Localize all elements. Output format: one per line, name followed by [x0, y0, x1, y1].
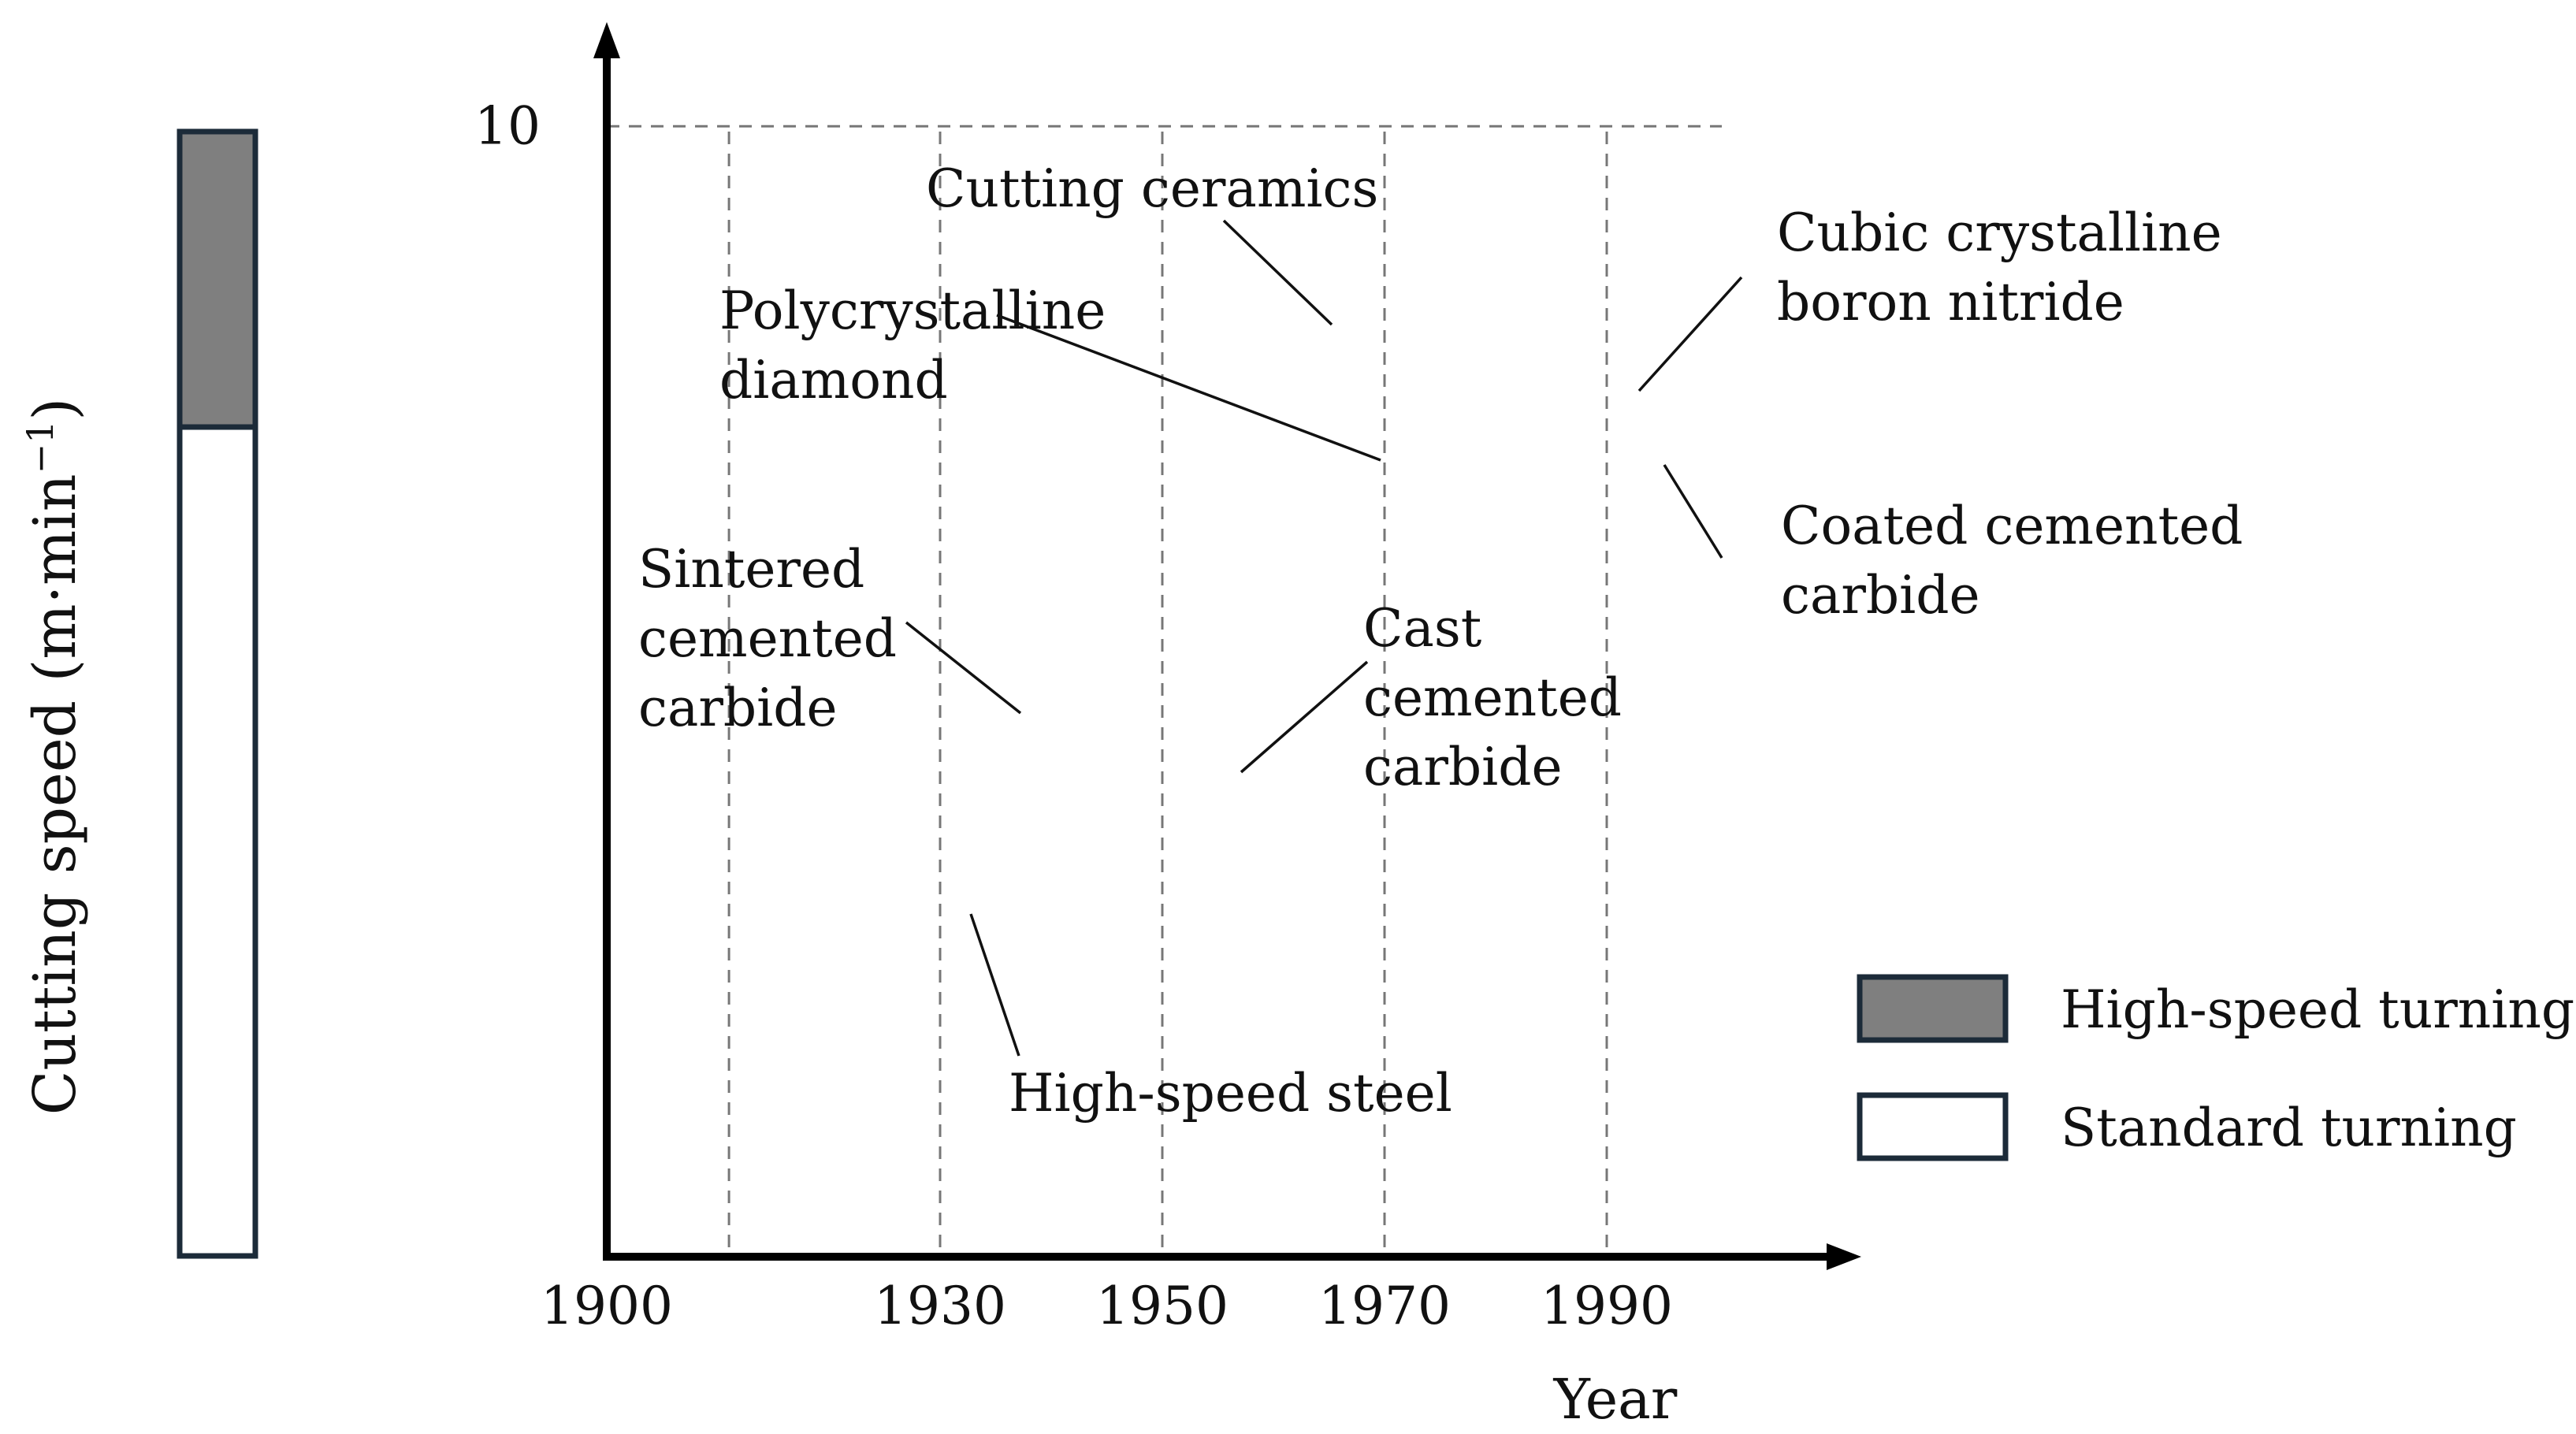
- annotation-high-speed-steel: High-speed steel: [1009, 1063, 1452, 1124]
- leader-sintered-cemented-carbide: [905, 621, 1022, 715]
- legend: High-speed turning Standard turning: [1857, 974, 2574, 1161]
- x-tick-label: 1990: [1541, 1276, 1673, 1336]
- leader-polycrystalline-diamond: [996, 314, 1381, 462]
- y-tick-label: 10: [474, 95, 541, 156]
- legend-label-high-speed-turning: High-speed turning: [2061, 979, 2574, 1040]
- annotations: Cutting ceramics Polycrystalline diamond Cu…: [638, 158, 2243, 1124]
- annotation-polycrystalline-diamond: Polycrystalline diamond: [719, 280, 1106, 411]
- x-tick-label: 1930: [874, 1276, 1006, 1336]
- speed-category-bar: [177, 128, 258, 1259]
- leader-cubic-crystalline-boron-nitride: [1637, 276, 1743, 392]
- x-axis-title: Year: [1553, 1367, 1678, 1432]
- annotation-cast-cemented-carbide: Cast cemented carbide: [1363, 598, 1622, 797]
- grid-lines: [607, 124, 1722, 1257]
- annotation-cutting-ceramics: Cutting ceramics: [926, 158, 1378, 219]
- leader-coated-cemented-carbide: [1663, 464, 1723, 559]
- leader-cutting-ceramics: [1222, 219, 1333, 326]
- annotation-coated-cemented-carbide: Coated cemented carbide: [1781, 496, 2243, 626]
- legend-label-standard-turning: Standard turning: [2061, 1098, 2517, 1158]
- x-tick-label: 1900: [541, 1276, 673, 1336]
- axes: [593, 22, 1861, 1270]
- y-axis-title: Cutting speed (m·min−1): [19, 398, 89, 1116]
- leader-high-speed-steel: [969, 913, 1020, 1057]
- legend-swatch-standard-turning: [1857, 1092, 2009, 1161]
- legend-swatch-high-speed-turning: [1857, 974, 2009, 1043]
- tick-labels: 10501005001000200019001930195019701990: [474, 95, 1673, 1336]
- standard-speed-bar-segment: [177, 424, 258, 1259]
- annotation-sintered-cemented-carbide: Sintered cemented carbide: [638, 539, 897, 738]
- high-speed-bar-segment: [177, 128, 258, 430]
- x-axis-arrow: [1827, 1243, 1861, 1270]
- annotation-leader-lines: [905, 219, 1743, 1057]
- annotation-cubic-crystalline-boron-nitride: Cubic crystalline boron nitride: [1777, 202, 2222, 332]
- leader-cast-cemented-carbide: [1240, 660, 1369, 774]
- x-tick-label: 1950: [1096, 1276, 1229, 1336]
- x-tick-label: 1970: [1318, 1276, 1451, 1336]
- y-axis-arrow: [593, 22, 620, 58]
